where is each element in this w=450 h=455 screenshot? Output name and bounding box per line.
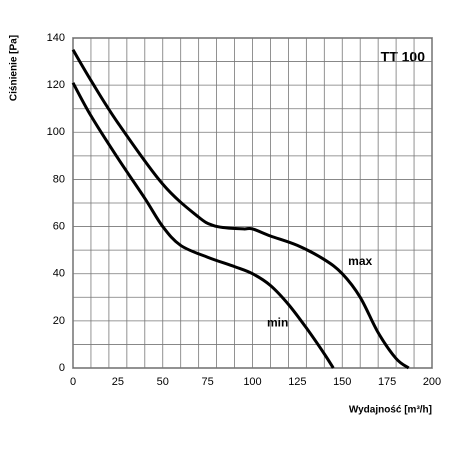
y-tick-label: 20 [53,315,65,327]
x-tick-label: 25 [112,376,124,388]
y-tick-label: 0 [59,362,65,374]
x-tick-label: 75 [202,376,214,388]
y-tick-label: 140 [47,32,65,44]
y-tick-label: 40 [53,268,65,280]
chart-title: TT 100 [381,49,426,65]
x-axis-label: Wydajność [m³/h] [349,405,432,416]
curve [71,82,335,369]
curve [71,49,410,370]
x-tick-label: 125 [288,376,306,388]
series-label: min [267,315,288,329]
y-tick-label: 120 [47,79,65,91]
y-tick-label: 100 [47,126,65,138]
x-tick-label: 150 [333,376,351,388]
x-tick-label: 100 [243,376,261,388]
y-axis-label: Ciśnienie [Pa] [9,35,20,101]
y-tick-label: 60 [53,220,65,232]
x-tick-label: 200 [423,376,441,388]
x-tick-label: 50 [157,376,169,388]
x-tick-label: 0 [70,376,76,388]
series-label: max [348,254,372,268]
x-tick-label: 175 [378,376,396,388]
y-tick-label: 80 [53,173,65,185]
